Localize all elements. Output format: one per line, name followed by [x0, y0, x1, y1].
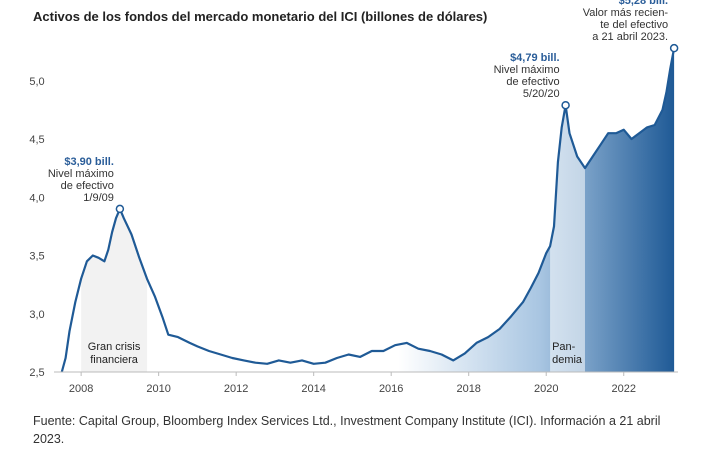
x-tick-label: 2016 [379, 383, 403, 395]
x-tick-label: 2014 [301, 383, 325, 395]
y-tick-label: 2,5 [29, 367, 44, 379]
annotation-text: Nivel máximo [48, 168, 114, 180]
y-tick-label: 4,0 [29, 192, 44, 204]
annotation-text: a 21 abril 2023. [592, 31, 668, 43]
period-label-0-0: Gran crisis [88, 341, 141, 353]
chart-title: Activos de los fondos del mercado moneta… [33, 9, 488, 24]
y-tick-label: 3,5 [29, 251, 44, 263]
shaded-period-tint-0 [81, 48, 148, 372]
source-note: Fuente: Capital Group, Bloomberg Index S… [33, 414, 661, 446]
annotation-value: $4,79 bill. [510, 52, 560, 64]
annotation-text: de efectivo [61, 180, 114, 192]
x-tick-label: 2010 [146, 383, 170, 395]
y-tick-label: 4,5 [29, 134, 44, 146]
period-label-1-0: Pan- [552, 341, 576, 353]
x-tick-label: 2020 [534, 383, 558, 395]
annotation-value: $5,28 bill. [619, 0, 669, 7]
period-label-0-1: financiera [90, 354, 139, 366]
x-tick-label: 2022 [611, 383, 635, 395]
x-tick-label: 2012 [224, 383, 248, 395]
annotation-text: de efectivo [506, 76, 559, 88]
annotation-text: 5/20/20 [523, 88, 560, 100]
x-tick-label: 2008 [69, 383, 93, 395]
x-tick-label: 2018 [456, 383, 480, 395]
annotation-marker [561, 100, 570, 110]
y-tick-label: 3,0 [29, 309, 44, 321]
annotation-marker [669, 43, 679, 53]
annotation-text: te del efectivo [600, 19, 668, 31]
annotation-marker [115, 204, 125, 214]
annotation-text: 1/9/09 [83, 192, 114, 204]
annotation-text: Valor más recien- [583, 7, 669, 19]
period-label-1-1: demia [552, 354, 583, 366]
annotation-value: $3,90 bill. [64, 156, 114, 168]
annotation-text: Nivel máximo [494, 64, 560, 76]
y-tick-label: 5,0 [29, 76, 44, 88]
